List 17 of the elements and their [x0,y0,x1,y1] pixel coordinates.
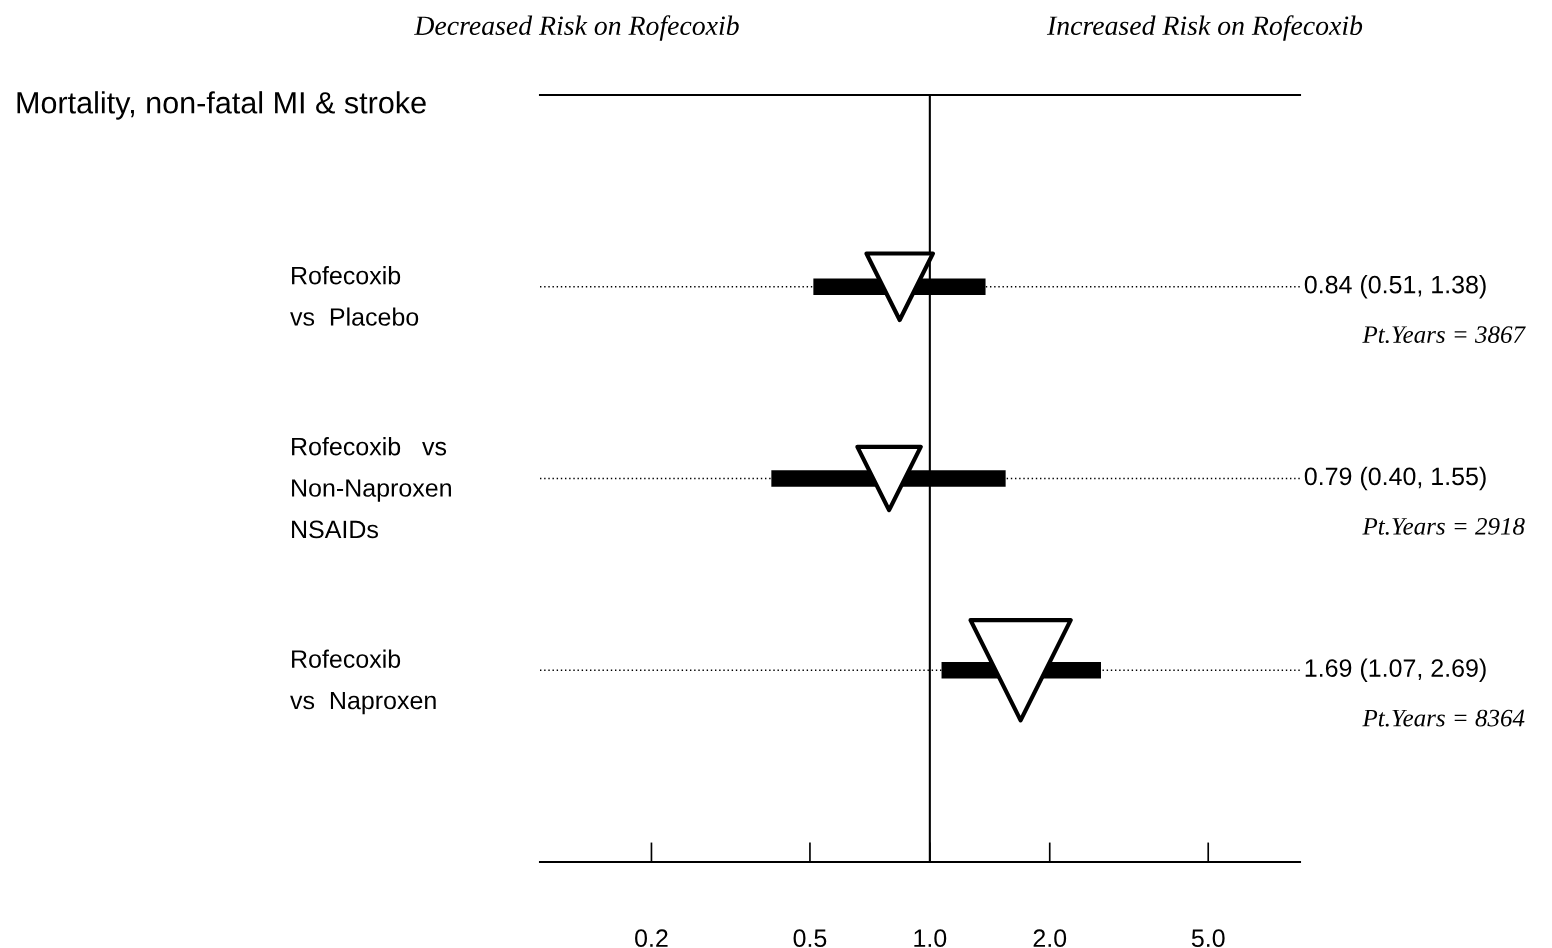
text: Decreased Risk on Rofecoxib [414,15,739,41]
text: Pt.Years = 3867 [1362,326,1526,344]
text: Increased Risk on Rofecoxib [1046,15,1363,41]
x-tick-label: 0.5 [793,929,827,948]
text: Mortality, non-fatal MI & stroke [17,91,426,120]
data-label: 1.69 (1.07, 2.69) [1305,658,1486,682]
y-tick-label: Rofecoxib vs Placebo [290,266,419,326]
x-tick-label: 2.0 [1033,929,1067,948]
y-tick-label: Rofecoxib vs Non-Naproxen NSAIDs [292,437,451,539]
y-tick-label: Rofecoxib vs Naproxen [290,649,436,715]
x-tick-label: 1.0 [914,929,947,948]
x-tick-label: 0.2 [635,929,668,948]
text: Pt.Years = 2918 [1362,517,1525,535]
data-label: 0.84 (0.51, 1.38) [1304,275,1486,299]
text: Pt.Years = 8364 [1362,709,1525,727]
data-label: 0.79 (0.40, 1.55) [1304,466,1486,491]
x-tick-label: 5.0 [1191,929,1225,948]
